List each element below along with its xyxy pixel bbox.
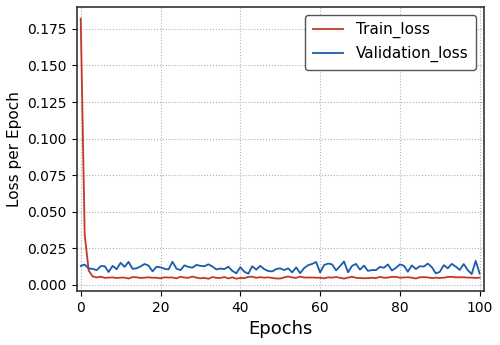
Validation_loss: [317, 270, 323, 275]
Train_loss: [106, 276, 112, 280]
Train_loss: [178, 275, 184, 279]
Validation_loss: [261, 267, 267, 271]
Validation_loss: [476, 272, 482, 276]
Validation_loss: [106, 270, 112, 274]
Legend: Train_loss, Validation_loss: Train_loss, Validation_loss: [305, 14, 476, 70]
Validation_loss: [468, 272, 474, 276]
X-axis label: Epochs: Epochs: [248, 320, 312, 338]
Train_loss: [476, 276, 482, 280]
Train_loss: [78, 17, 84, 21]
Validation_loss: [377, 265, 383, 269]
Y-axis label: Loss per Epoch: Loss per Epoch: [7, 91, 22, 207]
Line: Train_loss: Train_loss: [80, 19, 479, 279]
Line: Validation_loss: Validation_loss: [80, 261, 479, 274]
Validation_loss: [78, 264, 84, 268]
Train_loss: [381, 276, 387, 280]
Validation_loss: [178, 268, 184, 272]
Validation_loss: [472, 259, 478, 263]
Train_loss: [265, 275, 271, 279]
Validation_loss: [357, 268, 363, 272]
Train_loss: [206, 277, 212, 281]
Train_loss: [361, 276, 367, 280]
Train_loss: [321, 276, 327, 280]
